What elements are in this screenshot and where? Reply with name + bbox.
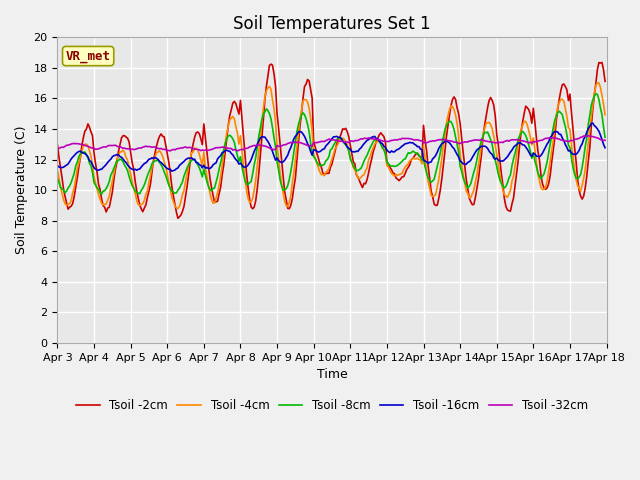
Tsoil -16cm (589, 120, 596, 126)
Tsoil -8cm (246, 180, 253, 186)
Tsoil -32cm (246, 144, 253, 150)
Tsoil -8cm (122, 165, 130, 170)
Tsoil -8cm (572, 175, 580, 181)
Tsoil -32cm (121, 145, 129, 151)
Line: Tsoil -32cm: Tsoil -32cm (58, 136, 605, 151)
Tsoil -8cm (294, 122, 302, 128)
Tsoil -32cm (237, 147, 244, 153)
Tsoil -16cm (54, 163, 61, 168)
Tsoil -4cm (246, 199, 253, 205)
Tsoil -4cm (237, 133, 244, 139)
Tsoil -32cm (572, 136, 580, 142)
Tsoil -16cm (168, 168, 175, 174)
Tsoil -32cm (166, 148, 174, 154)
Tsoil -8cm (601, 134, 609, 140)
Tsoil -32cm (54, 146, 61, 152)
Tsoil -16cm (294, 129, 302, 135)
Tsoil -8cm (54, 175, 61, 181)
Line: Tsoil -16cm: Tsoil -16cm (58, 123, 605, 171)
Tsoil -16cm (572, 151, 580, 157)
Tsoil -2cm (246, 197, 253, 203)
Tsoil -2cm (598, 60, 606, 65)
Tsoil -32cm (584, 133, 592, 139)
Tsoil -2cm (174, 216, 182, 221)
Title: Soil Temperatures Set 1: Soil Temperatures Set 1 (233, 15, 431, 33)
Tsoil -16cm (601, 145, 609, 151)
Tsoil -8cm (218, 153, 226, 159)
Line: Tsoil -4cm: Tsoil -4cm (58, 83, 605, 208)
Legend: Tsoil -2cm, Tsoil -4cm, Tsoil -8cm, Tsoil -16cm, Tsoil -32cm: Tsoil -2cm, Tsoil -4cm, Tsoil -8cm, Tsoi… (72, 395, 593, 417)
Tsoil -8cm (237, 154, 244, 160)
Text: VR_met: VR_met (66, 49, 111, 62)
Tsoil -4cm (294, 130, 302, 135)
Tsoil -2cm (54, 142, 61, 147)
Tsoil -4cm (121, 149, 129, 155)
Tsoil -4cm (601, 112, 609, 118)
Tsoil -32cm (601, 137, 609, 143)
Line: Tsoil -8cm: Tsoil -8cm (58, 94, 605, 194)
Tsoil -8cm (592, 91, 600, 96)
Tsoil -32cm (294, 139, 302, 145)
Tsoil -16cm (246, 160, 253, 166)
Tsoil -4cm (54, 168, 61, 173)
Tsoil -2cm (121, 133, 129, 139)
Tsoil -16cm (121, 158, 129, 164)
Tsoil -2cm (572, 158, 580, 164)
Tsoil -2cm (294, 140, 302, 145)
Tsoil -2cm (237, 97, 244, 103)
Tsoil -16cm (218, 150, 226, 156)
Tsoil -4cm (572, 176, 580, 182)
X-axis label: Time: Time (317, 368, 348, 381)
Y-axis label: Soil Temperature (C): Soil Temperature (C) (15, 126, 28, 254)
Tsoil -2cm (601, 78, 609, 84)
Tsoil -16cm (237, 160, 244, 166)
Tsoil -4cm (218, 162, 226, 168)
Tsoil -8cm (98, 191, 106, 197)
Tsoil -4cm (174, 205, 182, 211)
Tsoil -4cm (595, 80, 603, 85)
Line: Tsoil -2cm: Tsoil -2cm (58, 62, 605, 218)
Tsoil -2cm (218, 172, 226, 178)
Tsoil -32cm (218, 144, 226, 150)
